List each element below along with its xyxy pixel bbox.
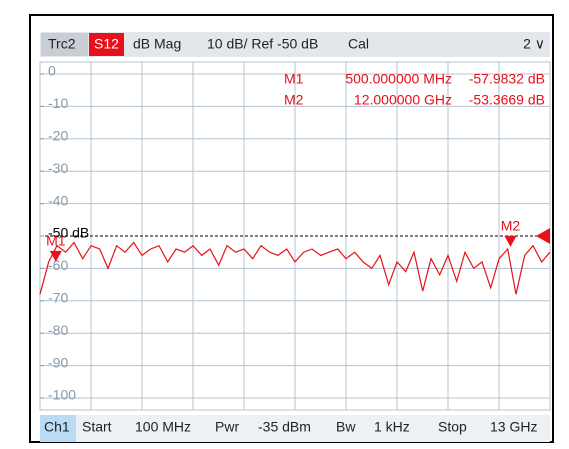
y-tick-label: -50 dB	[48, 225, 89, 241]
trace	[39, 241, 551, 295]
marker-triangle	[49, 250, 62, 262]
channel-menu[interactable]: 2 ∨	[523, 36, 545, 52]
trace-tab[interactable]	[41, 33, 88, 56]
y-tick-label: -100	[48, 387, 76, 403]
channel-label: Ch1	[44, 419, 70, 435]
y-tick-label: -80	[48, 322, 68, 338]
y-tick-label: -30	[48, 160, 68, 176]
marker-triangle	[504, 235, 517, 247]
footer-bar	[40, 415, 550, 442]
marker-tag: M1	[46, 233, 66, 249]
format-label: dB Mag	[133, 36, 181, 52]
y-tick-label: -40	[48, 192, 68, 208]
footer-value: 1 kHz	[374, 419, 410, 435]
footer-label: Bw	[336, 419, 356, 435]
y-tick-label: -90	[48, 354, 68, 370]
y-tick-label: -70	[48, 290, 68, 306]
marker-value: -57.9832 dB	[469, 71, 545, 87]
footer-label: Pwr	[215, 419, 239, 435]
y-tick-label: -10	[48, 95, 68, 111]
parameter-label: S12	[94, 36, 119, 52]
marker-frequency: 12.000000 GHz	[354, 92, 452, 108]
marker-frequency: 500.000000 MHz	[345, 71, 452, 87]
cal-label: Cal	[348, 36, 369, 52]
footer-value: -35 dBm	[258, 419, 311, 435]
marker-name: M2	[284, 92, 304, 108]
footer-label: Start	[82, 419, 112, 435]
channel-tab[interactable]	[40, 415, 76, 442]
footer-value: 100 MHz	[135, 419, 191, 435]
marker-tag: M2	[501, 218, 521, 234]
marker-name: M1	[284, 71, 304, 87]
header-bar	[40, 32, 550, 57]
y-tick-label: 0	[48, 63, 56, 79]
footer-label: Stop	[438, 419, 467, 435]
footer-value: 13 GHz	[490, 419, 537, 435]
y-tick-label: -60	[48, 257, 68, 273]
ref-arrow	[536, 228, 550, 244]
trace-label: Trc2	[48, 36, 76, 52]
parameter-tab[interactable]	[89, 33, 124, 56]
marker-value: -53.3669 dB	[469, 92, 545, 108]
y-tick-label: -20	[48, 128, 68, 144]
scale-label: 10 dB/ Ref -50 dB	[207, 36, 318, 52]
